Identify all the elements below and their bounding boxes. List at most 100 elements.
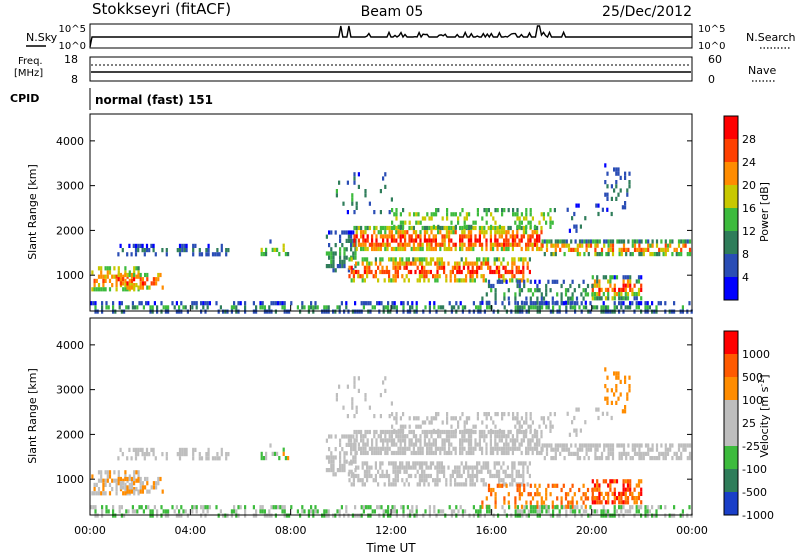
power-cell	[345, 230, 348, 235]
velocity-cell	[637, 496, 641, 501]
velocity-cell	[527, 438, 530, 443]
power-cell	[390, 197, 393, 202]
velocity-cell	[454, 482, 457, 487]
power-cell	[541, 301, 544, 306]
power-cell	[503, 230, 506, 235]
velocity-cell	[376, 505, 379, 510]
power-cell	[647, 247, 650, 252]
velocity-cell	[339, 451, 342, 456]
power-cell	[427, 261, 430, 266]
power-cell	[207, 248, 210, 253]
velocity-cell	[330, 468, 333, 473]
power-cell	[465, 224, 468, 229]
velocity-cell	[471, 465, 474, 470]
power-cell	[500, 261, 503, 266]
power-cell	[125, 305, 128, 310]
power-cell	[487, 283, 491, 289]
power-cell	[622, 239, 626, 244]
velocity-cell	[460, 482, 463, 487]
power-cell	[357, 238, 360, 243]
power-cell	[374, 269, 377, 275]
power-cell	[401, 246, 404, 252]
power-cell	[93, 287, 96, 292]
velocity-cell	[301, 505, 304, 510]
velocity-cell	[395, 434, 398, 439]
power-cell	[494, 296, 497, 301]
velocity-cell	[373, 414, 376, 419]
velocity-cell	[554, 447, 557, 452]
power-cell	[494, 220, 497, 225]
velocity-cell	[436, 473, 439, 479]
power-cell	[227, 248, 230, 253]
power-cell	[576, 247, 579, 252]
velocity-cell	[408, 429, 411, 435]
velocity-cell	[527, 492, 530, 497]
velocity-cell	[493, 461, 496, 466]
power-cell	[198, 252, 201, 257]
velocity-cell	[509, 473, 512, 479]
power-cell	[598, 239, 601, 244]
power-cell	[644, 239, 648, 244]
power-cell	[432, 274, 435, 279]
power-cell	[130, 285, 133, 290]
velocity-cell	[161, 489, 164, 494]
velocity-data-layer	[90, 367, 693, 518]
velocity-cell	[492, 513, 495, 518]
power-cell	[522, 265, 525, 270]
power-cell	[642, 247, 645, 252]
power-cell	[353, 242, 356, 247]
velocity-cell	[441, 446, 444, 451]
power-cell	[522, 234, 525, 239]
power-cell	[467, 230, 470, 235]
power-cell	[538, 309, 541, 314]
power-cell	[666, 247, 670, 252]
xtick-label: 16:00	[475, 524, 507, 537]
velocity-cell	[340, 505, 343, 510]
power-cell	[226, 309, 229, 314]
velocity-cell	[445, 438, 448, 443]
velocity-cell	[439, 429, 442, 435]
power-cell	[640, 239, 643, 244]
power-cell	[554, 252, 557, 257]
velocity-cell	[113, 470, 116, 475]
velocity-cell	[534, 483, 537, 488]
velocity-cell	[342, 405, 345, 410]
power-cell	[361, 261, 364, 266]
velocity-cell	[425, 465, 428, 470]
power-cell	[508, 301, 511, 306]
velocity-cell	[505, 483, 508, 488]
velocity-cell	[627, 451, 630, 456]
velocity-cell	[97, 470, 101, 475]
velocity-cell	[370, 465, 373, 470]
power-cell	[582, 296, 585, 301]
power-cell	[141, 248, 144, 253]
power-cell	[140, 301, 143, 306]
power-cell	[503, 225, 506, 231]
power-cell	[509, 234, 512, 239]
velocity-cell	[572, 451, 575, 456]
power-cell	[479, 305, 482, 310]
velocity-cell	[445, 478, 448, 483]
power-cell	[399, 212, 402, 217]
power-cell	[520, 300, 524, 305]
power-cell	[104, 287, 107, 292]
power-cell	[545, 243, 549, 248]
velocity-cell	[487, 461, 490, 466]
velocity-cell	[461, 429, 464, 435]
power-cell	[666, 243, 670, 248]
velocity-cell	[357, 376, 360, 381]
power-cell	[144, 281, 147, 286]
power-cell	[679, 309, 682, 314]
velocity-cell	[102, 491, 105, 496]
velocity-cell	[522, 469, 525, 474]
velocity-cell	[485, 434, 488, 439]
velocity-cell	[516, 416, 519, 421]
power-cell	[388, 210, 391, 215]
power-cell	[494, 300, 497, 305]
power-cell	[407, 257, 410, 262]
power-cell	[141, 281, 144, 286]
power-cell	[495, 257, 498, 262]
velocity-cell	[609, 447, 612, 452]
velocity-cell	[115, 478, 118, 483]
power-cell	[459, 242, 462, 247]
